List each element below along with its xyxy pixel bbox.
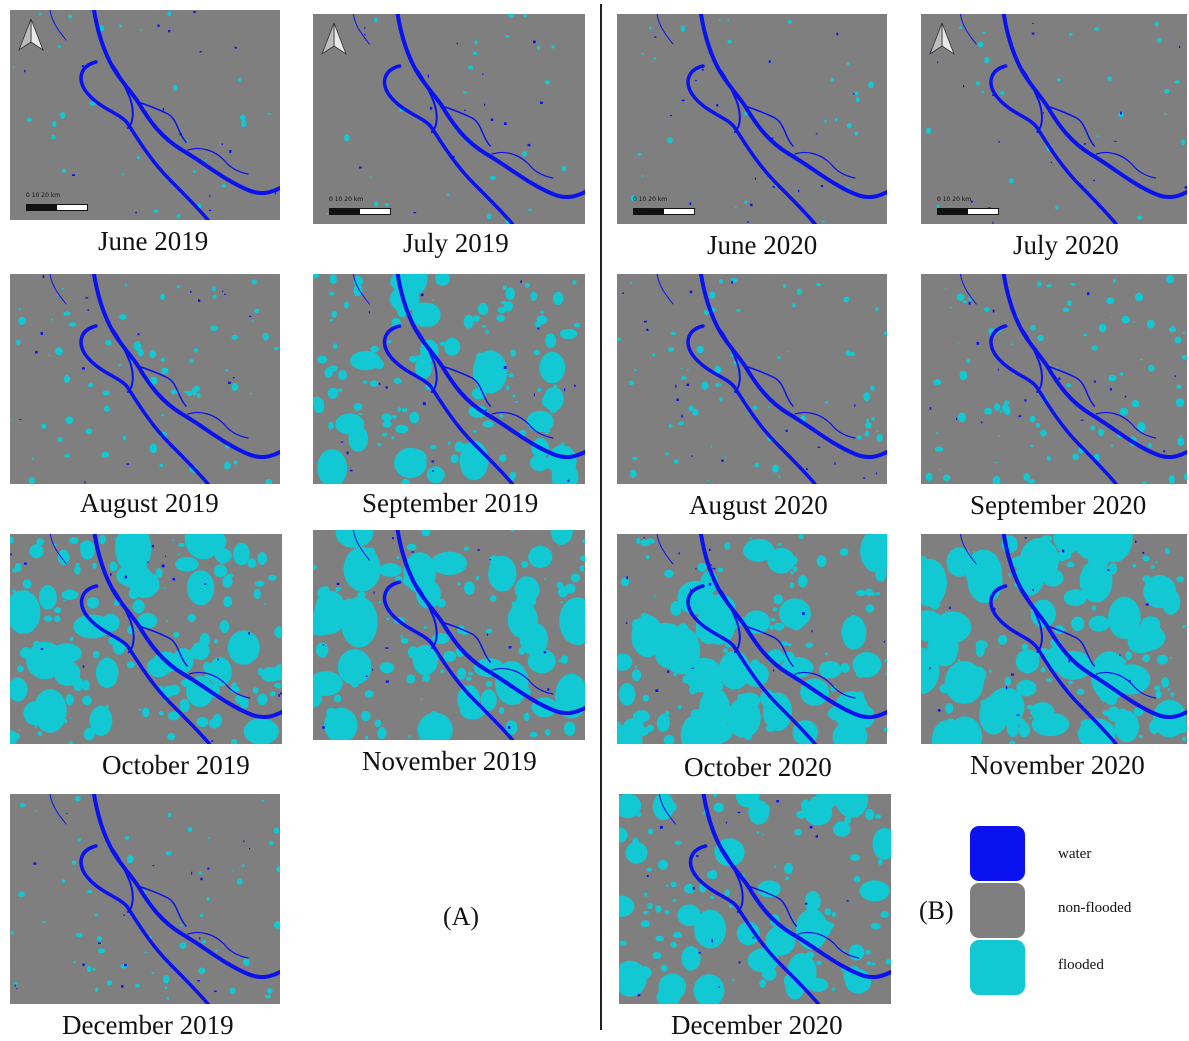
river-water [10,534,282,744]
river-water [352,14,585,224]
legend-label-non-flooded: non-flooded [1058,900,1132,916]
caption-june-2019: June 2019 [98,226,209,256]
flood-map-november-2020 [921,534,1187,744]
flooded-area [925,21,1186,220]
caption-october-2019: October 2019 [102,750,250,780]
north-arrow-icon [18,18,44,52]
caption-june-2020: June 2020 [707,230,818,260]
flooded-area [10,534,282,744]
legend-label-water: water [1058,846,1092,862]
river-water [625,534,887,744]
flood-map-september-2020 [921,274,1187,484]
legend-swatch-flooded [970,940,1025,995]
flooded-area [925,275,1187,484]
flooded-area [326,14,567,224]
flood-map-june-2020: 0 10 20 km [617,14,887,224]
river-water [929,274,1187,484]
flooded-area [313,274,581,484]
river-water [19,274,280,484]
flooded-area [12,11,271,219]
river-water [929,534,1187,744]
caption-july-2019: July 2019 [403,228,509,258]
caption-august-2020: August 2020 [689,490,828,520]
flooded-area [921,534,1187,744]
river-water [622,274,887,484]
flood-map-august-2020 [617,274,887,484]
flood-map-december-2020 [619,794,891,1004]
caption-november-2020: November 2020 [970,750,1145,780]
flooded-area [10,279,279,484]
flood-map-october-2020 [617,534,887,744]
caption-december-2020: December 2020 [671,1010,843,1040]
scale-bar: 0 10 20 km [633,196,703,218]
caption-july-2020: July 2020 [1013,230,1119,260]
flood-map-june-2019: 0 10 20 km [10,10,280,220]
legend-swatch-water [970,826,1025,881]
caption-august-2019: August 2019 [80,488,219,518]
caption-november-2019: November 2019 [362,746,537,776]
caption-september-2020: September 2020 [970,490,1147,520]
river-water [322,530,585,740]
group-label-a: (A) [443,902,480,931]
flood-map-december-2019 [10,794,280,1004]
flood-map-october-2019 [10,534,282,744]
legend-swatch-non-flooded [970,883,1025,938]
flooded-area [619,794,891,1004]
caption-december-2019: December 2019 [62,1010,234,1040]
caption-october-2020: October 2020 [684,752,832,782]
scale-bar: 0 10 20 km [937,196,1007,218]
flood-map-august-2019 [10,274,280,484]
column-divider [600,4,602,1030]
river-water [654,14,887,224]
flooded-area [313,530,585,740]
flooded-area [617,277,887,482]
flood-map-september-2019 [313,274,585,484]
caption-september-2019: September 2019 [362,488,539,518]
legend-label-flooded: flooded [1058,957,1104,973]
north-arrow-icon [929,22,955,56]
river-water [637,794,891,1004]
north-arrow-icon [321,22,347,56]
river-water [14,794,280,1004]
scale-bar: 0 10 20 km [329,196,399,218]
scale-bar-labels: 0 10 20 km [26,192,61,199]
river-water [24,10,280,220]
flood-map-november-2019 [313,530,585,740]
flood-map-july-2019: 0 10 20 km [313,14,585,224]
river-water [929,14,1187,224]
flood-map-july-2020: 0 10 20 km [921,14,1187,224]
scale-bar: 0 10 20 km [26,192,96,214]
river-water [340,274,585,484]
group-label-b: (B) [919,896,954,925]
scale-bar-labels: 0 10 20 km [329,196,364,203]
scale-bar-labels: 0 10 20 km [937,196,972,203]
scale-bar-labels: 0 10 20 km [633,196,668,203]
